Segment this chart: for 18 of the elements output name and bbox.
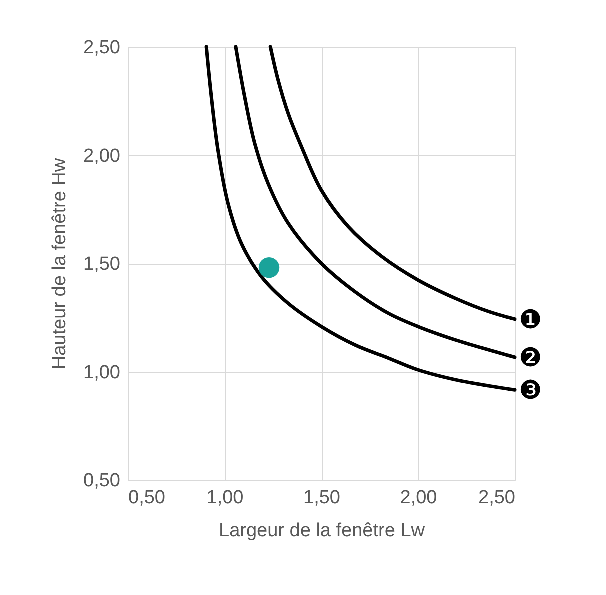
x-axis-title: Largeur de la fenêtre Lw xyxy=(219,520,426,542)
series-label: ❶ xyxy=(519,305,542,336)
y-tick-label: 1,00 xyxy=(84,362,120,384)
x-tick-label: 1,50 xyxy=(304,488,340,508)
series-label: ❸ xyxy=(519,376,542,406)
x-tick-label: 2,00 xyxy=(400,488,438,508)
y-tick-label: 2,00 xyxy=(84,146,120,167)
line-series xyxy=(268,45,517,322)
y-tick-label: 2,50 xyxy=(84,38,120,58)
x-tick-label: 0,50 xyxy=(128,488,166,508)
x-tick-label: 2,50 xyxy=(478,488,516,508)
x-tick-label: 1,00 xyxy=(206,488,244,508)
line-series xyxy=(204,45,517,392)
y-axis-title: Hauteur de la fenêtre Hw xyxy=(50,158,71,370)
y-tick-label: 0,50 xyxy=(84,470,120,492)
line-series xyxy=(234,45,517,360)
series-label: ❷ xyxy=(519,343,542,374)
y-tick-label: 1,50 xyxy=(84,254,120,275)
